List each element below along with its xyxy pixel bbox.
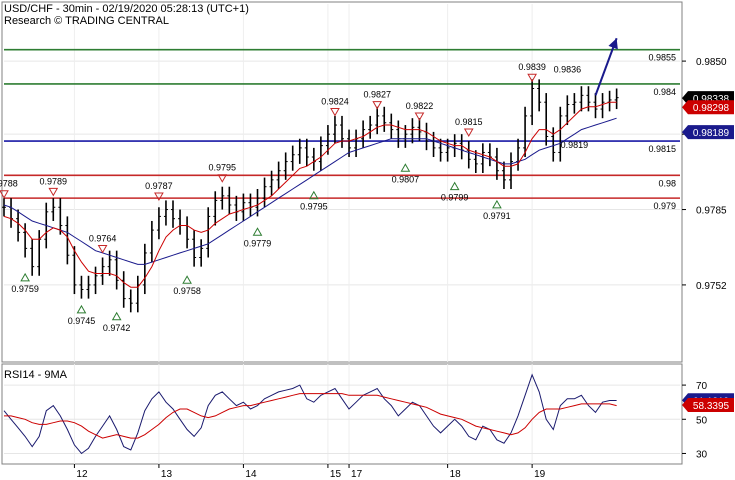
forecast-arrow-head [608,38,618,50]
swing-high-label: 0.9839 [518,62,546,72]
swing-high-marker [414,112,425,122]
swing-low-label: 0.9791 [483,211,511,221]
price-tag-label: 0.98298 [693,103,730,114]
swing-high-label: 0.9788 [0,179,18,189]
axes-layer: 0.97520.97850.98180.98501213141517181930… [73,57,734,480]
swing-low-label: 0.9759 [11,284,39,294]
level-label-support: 0.979 [653,201,676,211]
price-tag [682,125,734,140]
swing-high-label: 0.9824 [321,96,349,106]
swing-high-marker [527,73,537,83]
level-label-resistance: 0.984 [653,87,676,97]
chart-title: USD/CHF - 30min - 02/19/2020 05:28:13 (U… [4,3,249,15]
swing-high-marker [97,245,108,254]
rsi-title: RSI14 - 9MA [4,369,68,381]
swing-low-label: 0.9799 [441,193,469,203]
rsi-lines-layer [3,373,617,455]
rsi-ma-line [4,393,617,439]
swing-low-label: 0.9745 [68,316,96,326]
swing-low-marker [252,227,263,236]
annotation-label: 0.9836 [554,65,582,75]
swing-high-marker [372,101,383,110]
price-tag-label: 0.98189 [693,128,730,139]
swing-high-label: 0.9827 [363,90,391,100]
swing-high-label: 0.9789 [40,176,68,186]
level-label-resistance: 0.9855 [648,53,676,63]
pivot-marks-layer: 0.9788 0.9789 0.9787 0.9764 0.9795 0.9824 0.98… [0,37,618,333]
swing-high-label: 0.9815 [455,117,483,127]
swing-high-label: 0.9822 [406,101,434,111]
swing-high-label: 0.9795 [209,163,237,173]
price-panel-frame [1,1,683,363]
swing-high-marker [0,190,9,199]
swing-low-label: 0.9742 [103,323,131,333]
price-tag [682,100,734,115]
swing-high-marker [154,192,164,201]
annotation-label: 0.9819 [561,140,589,150]
swing-low-label: 0.9758 [173,286,201,296]
swing-low-label: 0.9779 [244,238,272,248]
price-grid [4,4,680,362]
swing-low-marker [492,199,502,209]
x-tick-label: 12 [76,469,88,480]
price-y-tick-label: 0.9752 [696,281,727,292]
forecast-arrow-shaft [594,37,618,96]
swing-low-marker [76,304,87,314]
chart-subtitle: Research © TRADING CENTRAL [4,15,169,27]
rsi-ma-value-tag [682,398,734,413]
x-tick-label: 15 [330,469,342,480]
swing-low-marker [400,163,411,172]
x-tick-label: 19 [534,469,546,480]
rsi-y-tick-label: 30 [696,449,708,460]
price-y-tick-label: 0.9850 [696,57,727,68]
price-tag-label: 0.98338 [693,94,730,105]
level-label-pivot: 0.9815 [648,144,676,154]
swing-high-marker [330,107,340,117]
moving-averages-layer [3,101,617,288]
ma-slow-line [3,117,617,265]
ma-fast-line [3,101,617,288]
rsi-y-tick-label: 50 [696,415,708,426]
rsi-ma-value-tag-label: 58.3395 [693,401,730,412]
swing-high-marker [217,174,228,183]
rsi-line [3,373,617,455]
swing-low-label: 0.9795 [300,202,328,212]
swing-low-marker [111,311,122,321]
swing-low-marker [20,272,30,282]
price-y-tick-label: 0.9785 [696,206,727,217]
rsi-panel-frame [1,363,683,465]
x-tick-label: 13 [161,469,173,480]
swing-high-marker [48,187,59,197]
x-tick-label: 18 [450,469,462,480]
swing-high-marker [463,128,474,138]
swing-low-marker [308,190,319,200]
levels-layer: 0.9855 0.984 0.9815 0.98 0.979 [4,48,680,211]
swing-low-marker [449,181,460,191]
swing-high-label: 0.9787 [145,181,173,191]
swing-low-label: 0.9807 [392,174,420,184]
rsi-grid [4,364,680,464]
rsi-y-tick-label: 70 [696,381,708,392]
swing-low-marker [182,275,192,284]
x-tick-label: 17 [351,469,363,480]
swing-high-label: 0.9764 [89,234,117,244]
x-tick-label: 14 [245,469,257,480]
level-label-support: 0.98 [658,178,676,188]
